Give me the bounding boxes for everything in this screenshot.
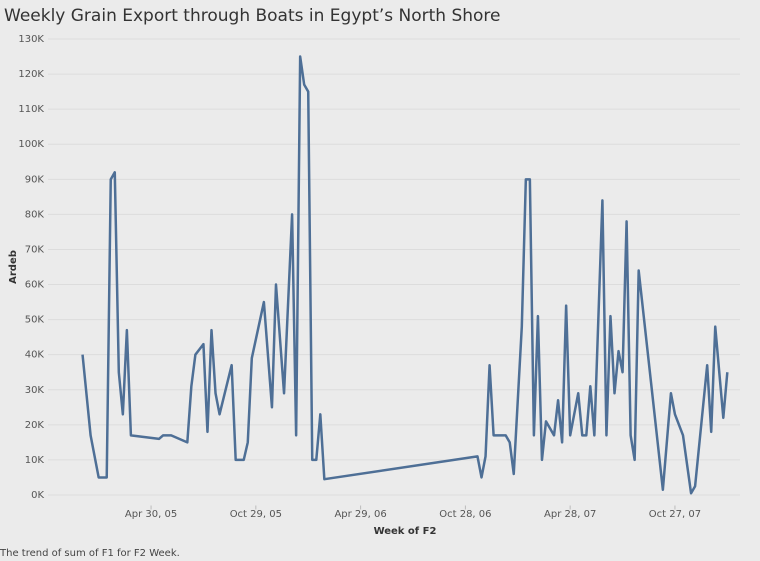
y-tick-label: 120K	[18, 69, 44, 80]
y-tick-label: 0K	[31, 490, 44, 501]
x-tick-label: Oct 28, 06	[439, 509, 491, 520]
x-tick-label: Oct 29, 05	[230, 509, 282, 520]
y-tick-label: 130K	[18, 34, 44, 45]
y-tick-label: 110K	[18, 104, 44, 115]
caption: The trend of sum of F1 for F2 Week.	[0, 548, 180, 559]
chart-title: Weekly Grain Export through Boats in Egy…	[4, 6, 501, 26]
x-axis-title: Week of F2	[374, 526, 437, 537]
y-tick-label: 80K	[25, 209, 45, 220]
y-tick-label: 20K	[25, 420, 45, 431]
x-tick-label: Apr 30, 05	[125, 509, 177, 520]
y-tick-label: 60K	[25, 280, 45, 291]
x-tick-label: Oct 27, 07	[649, 509, 701, 520]
x-tick-label: Apr 29, 06	[334, 509, 386, 520]
y-tick-label: 10K	[25, 455, 45, 466]
y-tick-label: 50K	[25, 315, 45, 326]
y-tick-label: 90K	[25, 174, 45, 185]
y-axis-title: Ardeb	[8, 250, 19, 284]
x-tick-label: Apr 28, 07	[544, 509, 596, 520]
y-tick-label: 100K	[18, 139, 44, 150]
line-series	[81, 55, 729, 495]
y-tick-label: 30K	[25, 385, 45, 396]
y-tick-label: 40K	[25, 350, 45, 361]
y-tick-label: 70K	[25, 244, 45, 255]
